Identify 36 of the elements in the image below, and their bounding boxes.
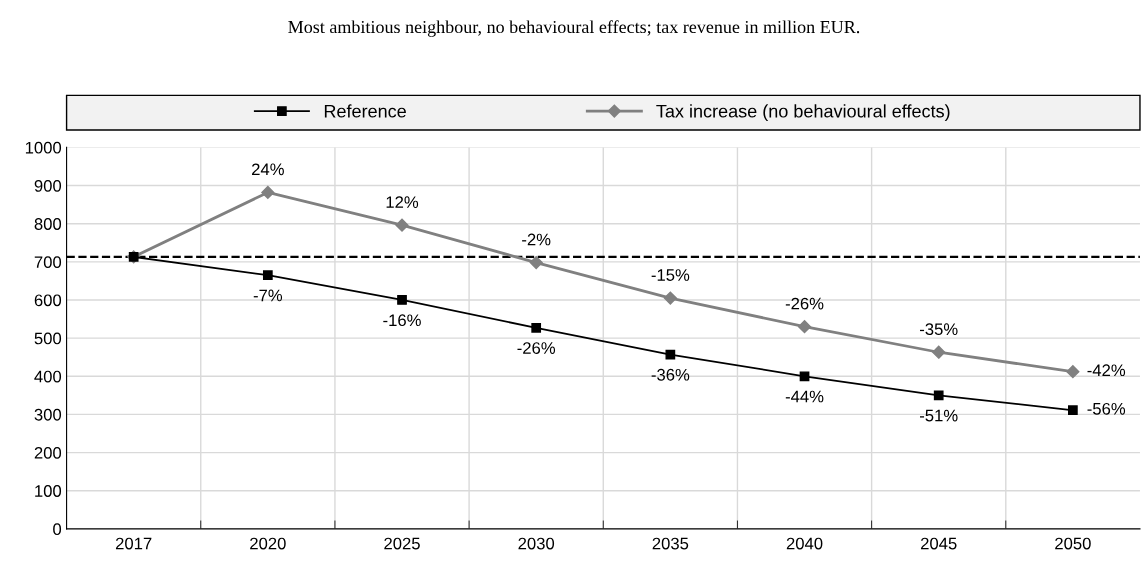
annotation: -26% — [517, 342, 556, 354]
chart-title: Most ambitious neighbour, no behavioural effects; tax revenue in million EUR. — [288, 20, 860, 37]
annotation: -26% — [785, 297, 824, 310]
legend-label: Tax increase (no behavioural effects) — [656, 104, 950, 122]
y-tick-label: 400 — [34, 370, 62, 383]
y-tick-label: 600 — [34, 294, 62, 307]
x-tick-label: 2020 — [250, 537, 286, 550]
annotation: -36% — [651, 368, 690, 381]
y-tick-label: 700 — [34, 256, 62, 269]
x-tick-label: 2017 — [115, 537, 152, 550]
x-tick-label: 2045 — [921, 537, 957, 550]
annotation: -35% — [919, 323, 958, 336]
y-tick-label: 300 — [34, 408, 62, 421]
annotation: 24% — [252, 163, 284, 176]
y-tick-label: 900 — [34, 179, 62, 192]
annotation: -42% — [1087, 364, 1126, 377]
annotation: -2% — [522, 233, 551, 246]
y-tick-label: 200 — [34, 446, 62, 459]
x-tick-label: 2035 — [652, 537, 689, 550]
y-tick-label: 500 — [34, 332, 62, 345]
x-tick-label: 2040 — [786, 537, 823, 550]
annotation: -7% — [253, 289, 283, 302]
annotation: 12% — [386, 196, 419, 208]
x-tick-label: 2050 — [1055, 537, 1091, 550]
annotation: -51% — [919, 409, 958, 422]
y-tick-label: 100 — [35, 485, 62, 497]
y-tick-label: 800 — [34, 218, 62, 230]
y-tick-label: 0 — [53, 523, 62, 536]
annotation: -44% — [785, 390, 824, 403]
annotation: -56% — [1087, 402, 1126, 415]
x-tick-label: 2025 — [384, 537, 420, 550]
annotation: -16% — [383, 314, 421, 327]
x-tick-label: 2030 — [518, 537, 555, 550]
annotation: -15% — [651, 269, 690, 281]
y-tick-label: 1000 — [25, 141, 62, 154]
legend-label: Reference — [324, 104, 406, 118]
